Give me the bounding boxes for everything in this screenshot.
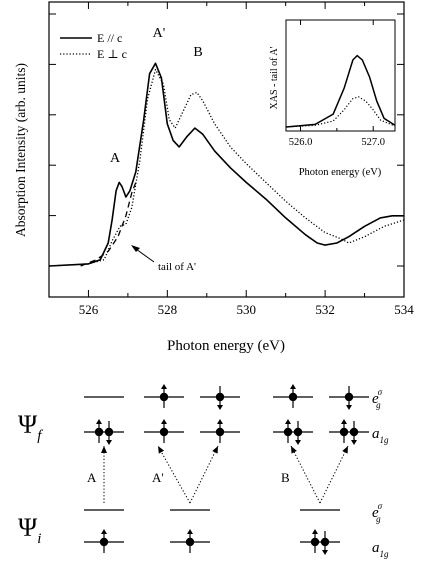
- spin-down-arrow-icon: [346, 405, 352, 410]
- transition-arrow: [157, 445, 191, 504]
- inset-series-line-solid: [285, 54, 396, 128]
- spin-down-arrow-icon: [322, 550, 328, 555]
- tail-arrow: [131, 245, 155, 263]
- x-tick-label: 530: [236, 302, 256, 317]
- spin-down-arrow-icon: [295, 440, 301, 445]
- arrowhead-icon: [158, 446, 165, 454]
- orbital-diagram: Ψf Ψi eσ g a1g eσ g a1g A A' B: [18, 384, 389, 559]
- main-ticks: 526 528 530 532 534: [48, 2, 414, 317]
- inset-x-tick-label: 526.0: [289, 137, 313, 148]
- peak-label-b: B: [193, 45, 202, 60]
- inset-series: [285, 54, 396, 128]
- x-axis-title: Photon energy (eV): [167, 338, 285, 354]
- inset-x-tick-label: 527.0: [361, 137, 385, 148]
- x-tick-label: 532: [315, 302, 335, 317]
- tail-annotation: tail of A': [158, 261, 196, 273]
- x-tick-label: 526: [79, 302, 99, 317]
- spin-down-arrow-icon: [351, 440, 357, 445]
- transition-label-a: A: [87, 470, 97, 485]
- transition-arrow: [290, 445, 321, 504]
- spin-up-arrow-icon: [96, 419, 102, 424]
- inset-y-axis-title: XAS - tail of A': [269, 46, 280, 109]
- arrowhead-icon: [342, 446, 348, 454]
- diagram-levels: [84, 384, 369, 555]
- spin-up-arrow-icon: [341, 419, 347, 424]
- a1g-label-initial: a1g: [372, 540, 389, 559]
- initial-state-symbol: Ψi: [18, 513, 41, 547]
- x-tick-label: 528: [158, 302, 178, 317]
- spin-up-arrow-icon: [101, 529, 107, 534]
- spin-down-arrow-icon: [217, 405, 223, 410]
- spin-up-arrow-icon: [161, 419, 167, 424]
- y-axis-title: Absorption Intensity (arb. units): [13, 63, 28, 237]
- inset-x-axis-title: Photon energy (eV): [299, 167, 382, 178]
- legend-label-parallel: E // c: [97, 31, 122, 45]
- legend: E // c E ⊥ c: [60, 31, 127, 61]
- spin-up-arrow-icon: [285, 419, 291, 424]
- main-chart: 526 528 530 532 534 Photon energy (eV) Absor…: [13, 1, 414, 354]
- series-line-solid: [48, 62, 404, 267]
- inset-chart: 526.0 527.0 Photon energy (eV) XAS - tail…: [269, 19, 396, 178]
- a1g-label-final: a1g: [372, 426, 389, 445]
- spin-down-arrow-icon: [106, 440, 112, 445]
- transition-arrow: [319, 445, 349, 504]
- initial-state-subscript: i: [37, 531, 41, 547]
- arrowhead-icon: [212, 446, 218, 454]
- spin-up-arrow-icon: [217, 419, 223, 424]
- inset-ticks: 526.0 527.0: [289, 20, 385, 148]
- plot-frame: [48, 1, 405, 298]
- spin-up-arrow-icon: [187, 529, 193, 534]
- transition-label-a-prime: A': [152, 470, 164, 485]
- inset-frame: [285, 19, 396, 132]
- peak-label-a-prime: A': [153, 26, 166, 41]
- spin-up-arrow-icon: [290, 384, 296, 389]
- legend-label-perp: E ⊥ c: [97, 47, 127, 61]
- eg-sigma-label-final: eσ g: [372, 387, 383, 410]
- arrowhead-icon: [101, 446, 107, 453]
- transition-label-b: B: [281, 470, 290, 485]
- x-tick-label: 534: [394, 302, 414, 317]
- series-line-dashed: [80, 182, 137, 267]
- eg-sigma-label-initial: eσ g: [372, 501, 383, 524]
- peak-label-a: A: [110, 151, 121, 166]
- final-state-symbol: Ψf: [18, 410, 43, 444]
- main-series: [48, 62, 405, 267]
- series-line-dotted: [48, 68, 405, 267]
- transition-arrow: [189, 445, 219, 504]
- arrowhead-icon: [291, 446, 297, 454]
- spin-up-arrow-icon: [312, 529, 318, 534]
- spin-up-arrow-icon: [161, 384, 167, 389]
- inset-series-line-dotted: [285, 96, 396, 128]
- final-state-subscript: f: [37, 428, 43, 444]
